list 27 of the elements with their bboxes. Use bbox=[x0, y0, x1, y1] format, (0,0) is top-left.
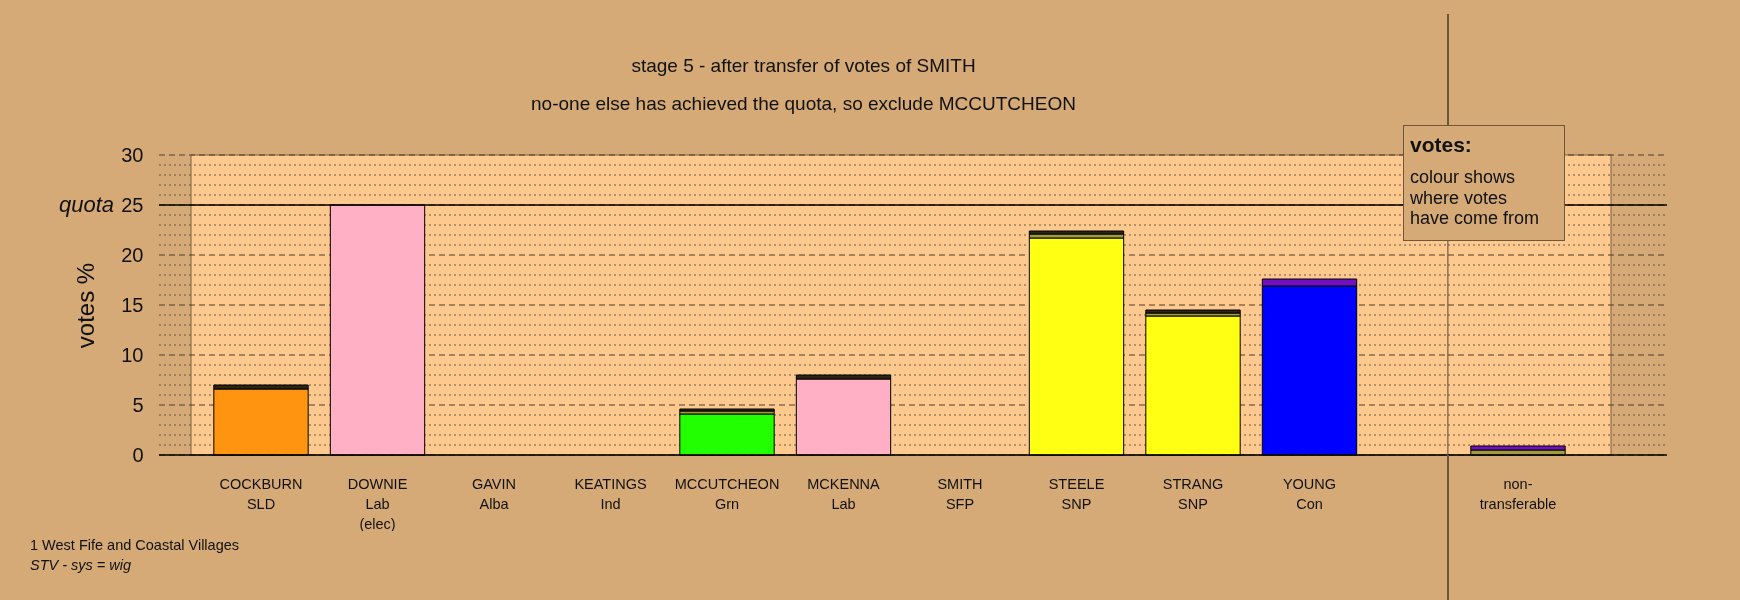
x-tick-label: STRANG SNP bbox=[1162, 475, 1224, 512]
annotation: votes: bbox=[1410, 132, 1472, 158]
x-tick-label: DOWNIE Lab (elec) bbox=[347, 475, 408, 532]
y-tick-label: 20 bbox=[121, 243, 144, 266]
text: 1 West Fife and Coastal Villages bbox=[30, 536, 240, 554]
text: STV - sys = wig bbox=[30, 556, 132, 574]
x-tick-label: non- transferable bbox=[1479, 475, 1557, 512]
y-tick-label: 5 bbox=[132, 393, 144, 416]
y-tick-label: 30 bbox=[121, 143, 144, 166]
y-tick-label: 15 bbox=[121, 293, 144, 316]
x-tick-label: MCKENNA Lab bbox=[807, 475, 881, 512]
x-tick-label: SMITH SFP bbox=[937, 475, 983, 512]
x-tick-label: STEELE SNP bbox=[1048, 475, 1105, 512]
chart-title: stage 5 - after transfer of votes of SMITH bbox=[631, 55, 976, 76]
x-tick-label: YOUNG Con bbox=[1282, 475, 1337, 512]
x-tick-label: MCCUTCHEON Grn bbox=[674, 475, 780, 512]
y-axis-title: votes % bbox=[72, 262, 100, 349]
y-tick-label: 0 bbox=[132, 443, 144, 466]
chart-subtitle: no-one else has achieved the quota, so exclude MCCUTCHEON bbox=[531, 93, 1076, 114]
x-tick-label: GAVIN Alba bbox=[471, 475, 517, 512]
y-tick-label: 10 bbox=[121, 343, 144, 366]
ref-line-label: quota bbox=[58, 192, 114, 217]
annotation: colour shows where votes have come from bbox=[1410, 167, 1541, 229]
x-tick-label: COCKBURN SLD bbox=[219, 475, 303, 512]
y-tick-label: 25 bbox=[121, 193, 144, 216]
note-box: votes: colour shows where votes have come from bbox=[1403, 125, 1565, 241]
x-tick-label: KEATINGS Ind bbox=[574, 475, 647, 512]
